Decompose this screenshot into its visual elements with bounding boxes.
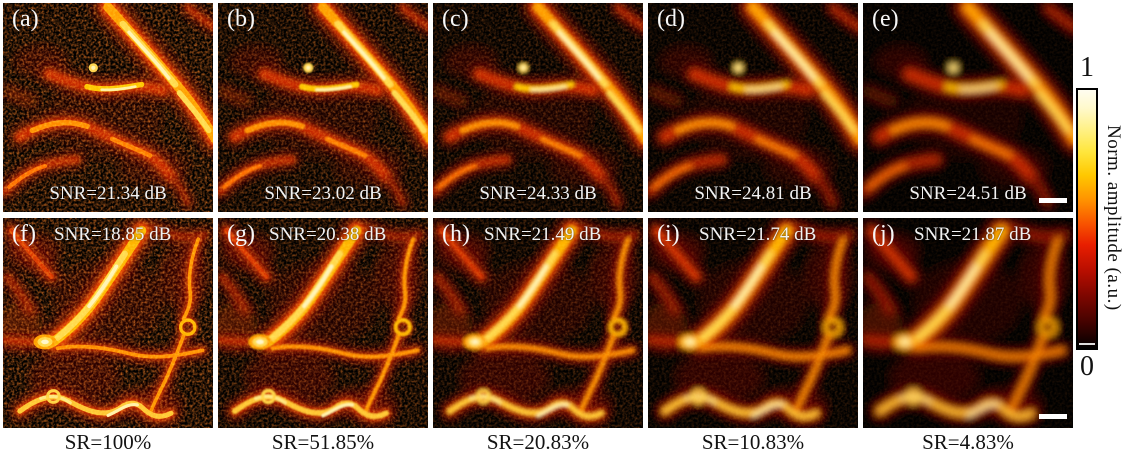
sr-label-4: SR=10.83% [701,430,805,454]
snr-label-d: SNR=24.81 dB [694,183,812,204]
colorbar-axis-label: Norm. amplitude (a.u.) [1103,125,1124,311]
panel-letter-g: (g) [227,221,255,247]
snr-label-j: SNR=21.87 dB [914,224,1032,245]
panel-letter-b: (b) [227,6,255,32]
snr-label-f: SNR=18.85 dB [54,224,172,245]
snr-label-h: SNR=21.49 dB [484,224,602,245]
snr-label-c: SNR=24.33 dB [479,183,597,204]
panel-j: (j) SNR=21.87 dB [863,218,1073,428]
panel-h-image [433,218,643,428]
panel-letter-a: (a) [12,6,39,32]
colorbar [1076,88,1098,350]
colorbar-min-label: 0 [1080,351,1094,382]
snr-label-a: SNR=21.34 dB [49,183,167,204]
panel-letter-c: (c) [442,6,469,32]
panel-a: (a) SNR=21.34 dB [3,3,213,212]
panel-j-image [863,218,1073,428]
panel-letter-f: (f) [12,221,36,247]
panel-i: (i) SNR=21.74 dB [648,218,858,428]
snr-label-e: SNR=24.51 dB [909,183,1027,204]
scale-bar [1039,414,1067,419]
panel-h: (h) SNR=21.49 dB [433,218,643,428]
panel-e: (e) SNR=24.51 dB [863,3,1073,212]
figure-column-1: (a) SNR=21.34 dB (f) SNR=18.85 dB SR=100… [3,0,213,461]
snr-label-g: SNR=20.38 dB [269,224,387,245]
snr-label-i: SNR=21.74 dB [699,224,817,245]
panel-letter-e: (e) [872,6,899,32]
panel-i-image [648,218,858,428]
panel-a-image [3,3,213,212]
figure-column-4: (d) SNR=24.81 dB (i) SNR=21.74 dB SR=10.… [648,0,858,461]
panel-d-image [648,3,858,212]
sr-label-5: SR=4.83% [922,430,1014,454]
panel-d: (d) SNR=24.81 dB [648,3,858,212]
panel-b-image [218,3,428,212]
sr-label-2: SR=51.85% [271,430,375,454]
panel-f-image [3,218,213,428]
panel-c: (c) SNR=24.33 dB [433,3,643,212]
sr-label-1: SR=100% [64,430,152,454]
figure-column-5: (e) SNR=24.51 dB (j) SNR=21.87 dB SR=4.8… [863,0,1073,461]
scale-bar [1039,198,1067,203]
panel-letter-d: (d) [657,6,685,32]
panel-b: (b) SNR=23.02 dB [218,3,428,212]
panel-letter-i: (i) [657,221,680,247]
panel-e-image [863,3,1073,212]
colorbar-bottom-tick [1079,343,1095,345]
sr-label-3: SR=20.83% [486,430,590,454]
panel-g-image [218,218,428,428]
panel-letter-h: (h) [442,221,470,247]
panel-letter-j: (j) [872,221,895,247]
snr-label-b: SNR=23.02 dB [264,183,382,204]
panel-f: (f) SNR=18.85 dB [3,218,213,428]
figure-column-3: (c) SNR=24.33 dB (h) SNR=21.49 dB SR=20.… [433,0,643,461]
panel-g: (g) SNR=20.38 dB [218,218,428,428]
colorbar-max-label: 1 [1080,52,1094,83]
figure-column-2: (b) SNR=23.02 dB (g) SNR=20.38 dB SR=51.… [218,0,428,461]
panel-c-image [433,3,643,212]
